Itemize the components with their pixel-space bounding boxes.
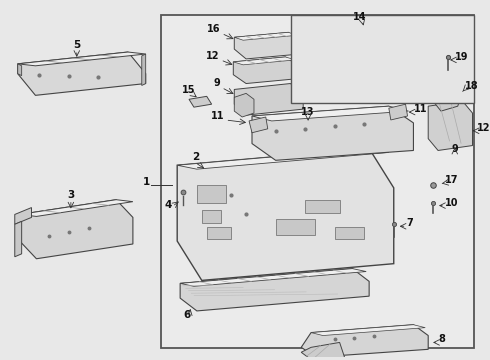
- Polygon shape: [252, 106, 414, 160]
- Polygon shape: [315, 22, 423, 89]
- Polygon shape: [301, 342, 344, 360]
- Polygon shape: [433, 82, 463, 111]
- Polygon shape: [428, 101, 472, 150]
- Bar: [202, 210, 221, 223]
- Text: 3: 3: [67, 190, 74, 200]
- Polygon shape: [180, 269, 369, 311]
- Polygon shape: [233, 57, 295, 65]
- Bar: [197, 185, 226, 203]
- Text: 13: 13: [301, 107, 315, 117]
- Text: 12: 12: [206, 51, 220, 61]
- Bar: [305, 200, 340, 213]
- Polygon shape: [20, 200, 133, 216]
- Text: 5: 5: [73, 40, 80, 50]
- Polygon shape: [234, 32, 297, 40]
- Bar: [276, 219, 315, 235]
- Bar: [335, 227, 364, 239]
- Polygon shape: [234, 93, 254, 117]
- Text: 18: 18: [465, 81, 478, 91]
- Bar: [161, 15, 474, 348]
- Text: 6: 6: [183, 310, 191, 320]
- Text: 11: 11: [414, 104, 427, 114]
- Polygon shape: [234, 84, 303, 115]
- Polygon shape: [301, 325, 428, 357]
- Text: 9: 9: [214, 78, 220, 89]
- Polygon shape: [233, 57, 298, 84]
- Text: 11: 11: [211, 111, 224, 121]
- Polygon shape: [18, 64, 22, 76]
- Polygon shape: [18, 52, 146, 66]
- Polygon shape: [311, 325, 425, 336]
- Text: 15: 15: [182, 85, 196, 95]
- Polygon shape: [249, 117, 268, 133]
- Polygon shape: [18, 52, 146, 95]
- Polygon shape: [234, 32, 300, 59]
- Text: 14: 14: [352, 12, 366, 22]
- Polygon shape: [20, 200, 133, 259]
- Text: 19: 19: [455, 52, 468, 62]
- Bar: [207, 227, 231, 239]
- Text: 10: 10: [445, 198, 459, 208]
- Polygon shape: [189, 96, 212, 107]
- Polygon shape: [15, 221, 22, 257]
- Bar: [292, 15, 474, 103]
- Polygon shape: [252, 106, 409, 121]
- Text: 1: 1: [143, 177, 149, 187]
- Polygon shape: [177, 148, 394, 280]
- Text: 12: 12: [476, 123, 490, 133]
- Text: 9: 9: [451, 144, 458, 154]
- Text: 17: 17: [445, 175, 459, 185]
- Text: 16: 16: [207, 24, 220, 34]
- Text: 7: 7: [407, 218, 413, 228]
- Polygon shape: [142, 54, 146, 85]
- Polygon shape: [15, 208, 31, 224]
- Polygon shape: [315, 22, 421, 33]
- Text: 8: 8: [438, 334, 445, 345]
- Text: 4: 4: [165, 199, 172, 210]
- Polygon shape: [177, 148, 389, 169]
- Text: 2: 2: [192, 152, 199, 162]
- Polygon shape: [389, 104, 408, 120]
- Polygon shape: [180, 269, 366, 286]
